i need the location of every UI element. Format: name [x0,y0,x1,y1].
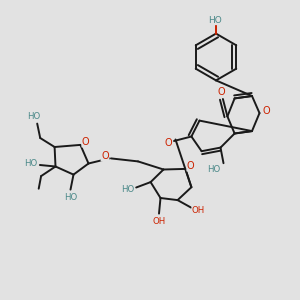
Text: HO: HO [24,159,38,168]
Text: O: O [218,87,225,98]
Text: OH: OH [152,217,166,226]
Text: O: O [82,137,90,147]
Text: HO: HO [207,165,220,174]
Text: OH: OH [192,206,205,215]
Text: O: O [101,151,109,161]
Text: HO: HO [208,16,222,25]
Text: O: O [187,161,195,171]
Text: O: O [165,137,172,148]
Text: O: O [262,106,270,116]
Text: HO: HO [121,185,134,194]
Text: HO: HO [27,112,40,121]
Text: HO: HO [64,193,77,202]
